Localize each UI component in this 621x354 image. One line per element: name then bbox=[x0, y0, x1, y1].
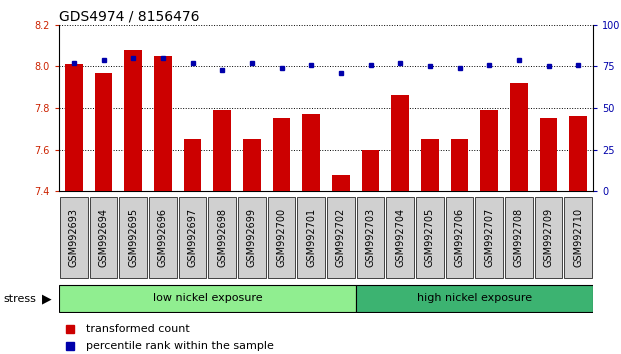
Bar bbox=[451, 139, 468, 191]
FancyBboxPatch shape bbox=[297, 197, 325, 278]
Bar bbox=[184, 139, 201, 191]
FancyBboxPatch shape bbox=[208, 197, 236, 278]
FancyBboxPatch shape bbox=[149, 197, 177, 278]
Bar bbox=[569, 116, 587, 191]
Bar bbox=[65, 64, 83, 191]
FancyBboxPatch shape bbox=[446, 197, 473, 278]
Text: high nickel exposure: high nickel exposure bbox=[417, 293, 532, 303]
FancyBboxPatch shape bbox=[238, 197, 266, 278]
FancyBboxPatch shape bbox=[60, 197, 88, 278]
Text: GSM992693: GSM992693 bbox=[69, 208, 79, 267]
Text: GSM992700: GSM992700 bbox=[276, 207, 286, 267]
Bar bbox=[273, 118, 291, 191]
Text: GDS4974 / 8156476: GDS4974 / 8156476 bbox=[59, 10, 199, 24]
FancyBboxPatch shape bbox=[356, 285, 593, 312]
Bar bbox=[124, 50, 142, 191]
Text: GSM992708: GSM992708 bbox=[514, 207, 524, 267]
Text: GSM992697: GSM992697 bbox=[188, 207, 197, 267]
FancyBboxPatch shape bbox=[564, 197, 592, 278]
Bar bbox=[154, 56, 172, 191]
FancyBboxPatch shape bbox=[475, 197, 503, 278]
FancyBboxPatch shape bbox=[356, 197, 384, 278]
FancyBboxPatch shape bbox=[386, 197, 414, 278]
Text: percentile rank within the sample: percentile rank within the sample bbox=[86, 341, 274, 351]
FancyBboxPatch shape bbox=[535, 197, 563, 278]
Bar bbox=[421, 139, 439, 191]
FancyBboxPatch shape bbox=[505, 197, 533, 278]
FancyBboxPatch shape bbox=[119, 197, 147, 278]
Bar bbox=[243, 139, 261, 191]
Text: GSM992702: GSM992702 bbox=[336, 207, 346, 267]
Bar bbox=[510, 83, 528, 191]
Text: GSM992703: GSM992703 bbox=[366, 207, 376, 267]
FancyBboxPatch shape bbox=[89, 197, 117, 278]
Text: GSM992695: GSM992695 bbox=[128, 207, 138, 267]
Text: stress: stress bbox=[3, 294, 36, 304]
Text: GSM992696: GSM992696 bbox=[158, 208, 168, 267]
FancyBboxPatch shape bbox=[179, 197, 206, 278]
Bar bbox=[332, 175, 350, 191]
Text: GSM992694: GSM992694 bbox=[99, 208, 109, 267]
Text: transformed count: transformed count bbox=[86, 324, 189, 333]
Bar bbox=[302, 114, 320, 191]
Text: GSM992698: GSM992698 bbox=[217, 208, 227, 267]
Text: GSM992699: GSM992699 bbox=[247, 208, 257, 267]
Text: GSM992701: GSM992701 bbox=[306, 207, 316, 267]
Bar bbox=[94, 73, 112, 191]
Text: GSM992706: GSM992706 bbox=[455, 207, 465, 267]
Bar bbox=[540, 118, 558, 191]
Bar bbox=[480, 110, 498, 191]
Text: GSM992705: GSM992705 bbox=[425, 207, 435, 267]
Text: ▶: ▶ bbox=[42, 293, 52, 306]
Text: GSM992704: GSM992704 bbox=[395, 207, 405, 267]
Bar bbox=[391, 96, 409, 191]
FancyBboxPatch shape bbox=[416, 197, 444, 278]
Text: GSM992709: GSM992709 bbox=[543, 207, 553, 267]
Bar bbox=[361, 150, 379, 191]
Text: GSM992710: GSM992710 bbox=[573, 207, 583, 267]
FancyBboxPatch shape bbox=[59, 285, 356, 312]
FancyBboxPatch shape bbox=[327, 197, 355, 278]
FancyBboxPatch shape bbox=[268, 197, 296, 278]
Text: GSM992707: GSM992707 bbox=[484, 207, 494, 267]
Bar bbox=[213, 110, 231, 191]
Text: low nickel exposure: low nickel exposure bbox=[153, 293, 262, 303]
